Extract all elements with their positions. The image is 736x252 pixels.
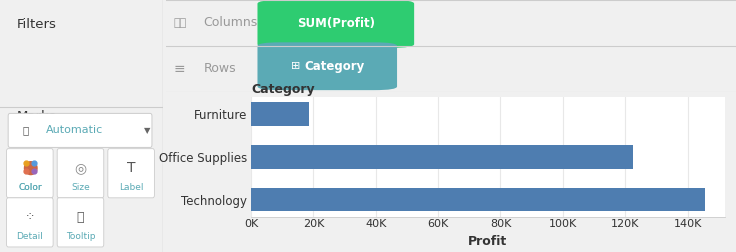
Text: SUM(Profit): SUM(Profit) xyxy=(297,17,375,30)
Text: Size: Size xyxy=(71,183,90,192)
Bar xyxy=(251,145,633,169)
FancyBboxPatch shape xyxy=(57,198,104,247)
Text: Columns: Columns xyxy=(203,16,258,29)
Text: Rows: Rows xyxy=(203,62,236,76)
Text: ⬜: ⬜ xyxy=(77,211,84,224)
Text: T: T xyxy=(127,161,135,175)
Bar xyxy=(251,188,704,211)
Text: Detail: Detail xyxy=(16,232,43,241)
FancyBboxPatch shape xyxy=(258,0,414,48)
Text: ⫿⫿: ⫿⫿ xyxy=(173,18,186,28)
Text: Color: Color xyxy=(18,183,42,192)
Text: Label: Label xyxy=(119,183,144,192)
Text: ⁘: ⁘ xyxy=(24,211,35,224)
FancyBboxPatch shape xyxy=(108,149,155,198)
FancyBboxPatch shape xyxy=(7,149,53,198)
Text: ◎: ◎ xyxy=(74,161,87,175)
FancyBboxPatch shape xyxy=(8,113,152,147)
Text: Color: Color xyxy=(18,183,42,192)
Text: ▼: ▼ xyxy=(144,125,150,135)
Text: Tooltip: Tooltip xyxy=(66,232,95,241)
Text: ⫿: ⫿ xyxy=(23,125,29,135)
FancyBboxPatch shape xyxy=(57,149,104,198)
Text: Category: Category xyxy=(251,83,314,96)
Bar xyxy=(251,103,308,126)
FancyBboxPatch shape xyxy=(258,42,397,90)
Text: Automatic: Automatic xyxy=(46,125,103,135)
Text: ⊞: ⊞ xyxy=(291,61,300,71)
Text: ≡: ≡ xyxy=(173,62,185,76)
Text: ⬤: ⬤ xyxy=(22,161,38,175)
X-axis label: Profit: Profit xyxy=(468,235,508,248)
Text: Marks: Marks xyxy=(16,110,56,123)
FancyBboxPatch shape xyxy=(7,198,53,247)
Text: Filters: Filters xyxy=(16,18,56,31)
Text: Category: Category xyxy=(305,60,365,73)
